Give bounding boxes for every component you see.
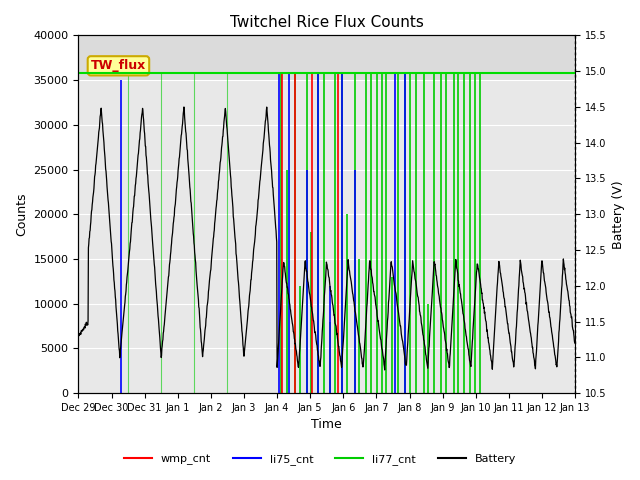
Bar bbox=[79, 36, 575, 80]
Legend: wmp_cnt, li75_cnt, li77_cnt, Battery: wmp_cnt, li75_cnt, li77_cnt, Battery bbox=[120, 450, 520, 469]
Y-axis label: Counts: Counts bbox=[15, 192, 28, 236]
Y-axis label: Battery (V): Battery (V) bbox=[612, 180, 625, 249]
X-axis label: Time: Time bbox=[312, 419, 342, 432]
Title: Twitchel Rice Flux Counts: Twitchel Rice Flux Counts bbox=[230, 15, 424, 30]
Text: TW_flux: TW_flux bbox=[91, 60, 146, 72]
